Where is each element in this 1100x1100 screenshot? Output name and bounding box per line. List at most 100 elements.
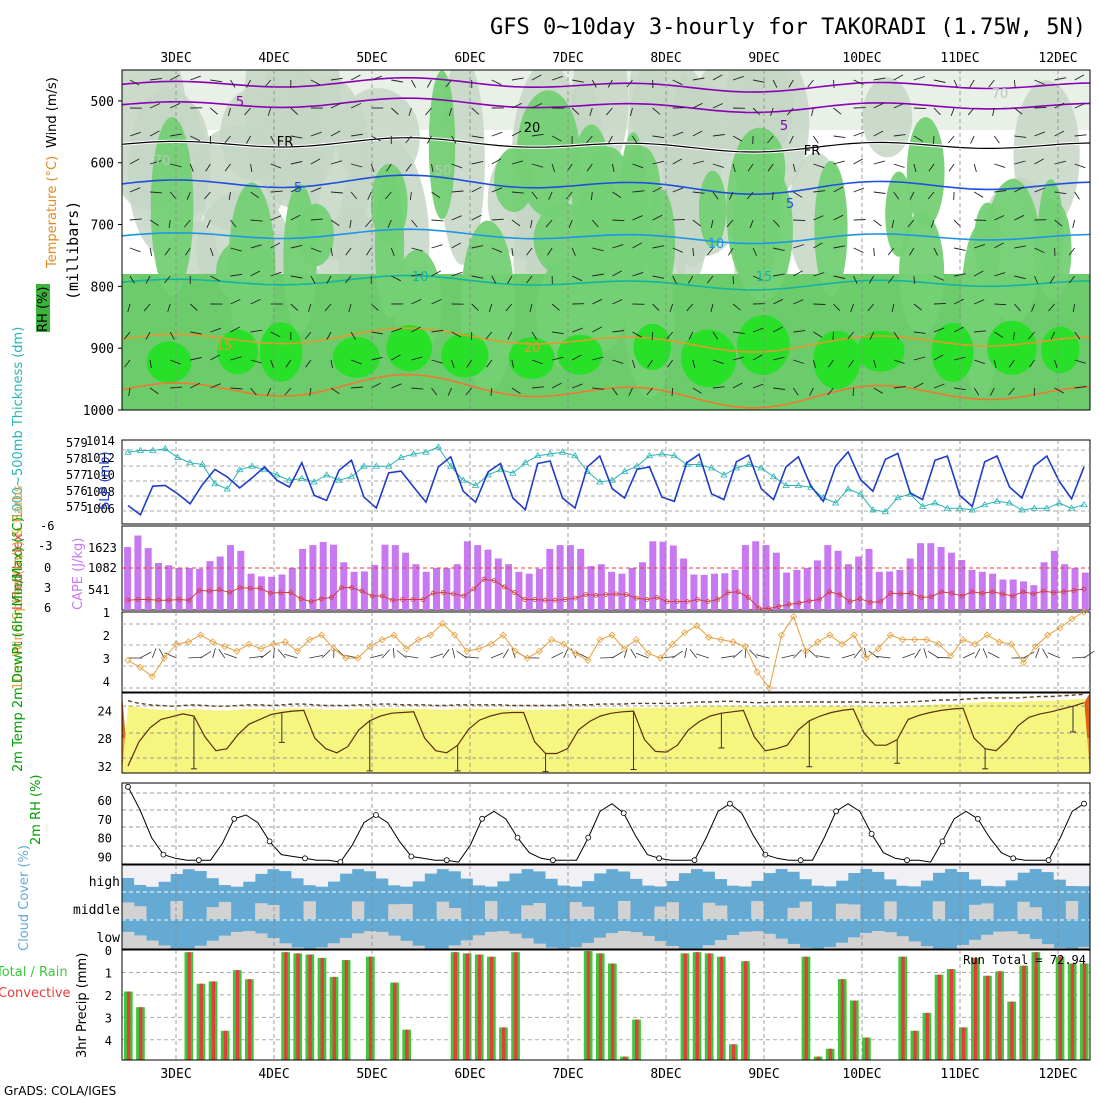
wind-barb <box>448 107 453 117</box>
wind-barb <box>290 244 303 249</box>
bottom-date-label: 9DEC <box>748 1067 779 1082</box>
surface-barb <box>841 653 856 659</box>
lifted-index-marker <box>1081 586 1087 592</box>
wind-barb <box>270 242 281 249</box>
cloud-mid-cell <box>267 905 280 919</box>
wind-barb <box>692 359 696 369</box>
cape-bar <box>772 552 780 610</box>
cape-bar <box>855 556 863 610</box>
temp-10-contour <box>122 228 1090 245</box>
rh-shade-bright <box>987 320 1037 375</box>
cloud-high-cell <box>182 865 195 870</box>
wind-barb <box>913 303 922 311</box>
pressure-tick-label: 500 <box>91 95 114 110</box>
wind-barb <box>143 303 151 312</box>
surface-barb <box>695 653 709 659</box>
cloud-high-cell <box>230 865 244 887</box>
wind-marker <box>523 654 531 662</box>
wind-barb <box>712 103 723 109</box>
wind-barb <box>571 354 582 361</box>
wind-barb <box>1014 303 1021 312</box>
rh-shade-bright <box>146 341 192 384</box>
cloud-low-cell <box>533 943 546 949</box>
wind-barb <box>491 275 497 284</box>
wind-barb <box>1029 359 1035 368</box>
wind-barb <box>688 275 694 284</box>
wind-barb <box>1008 359 1015 368</box>
wind-marker <box>330 645 338 653</box>
cape-bar <box>299 548 307 610</box>
wind-barb <box>1014 135 1027 138</box>
surface-barb <box>272 648 276 659</box>
lifted-index-marker <box>929 594 934 600</box>
wind-barb <box>250 163 253 173</box>
precip-convective-bar <box>1070 963 1075 1060</box>
wind-barb <box>431 329 444 333</box>
wind-barb <box>330 130 341 137</box>
wind-barb <box>345 247 352 256</box>
min-max-whiskers <box>190 706 1077 773</box>
surface-barb <box>689 649 698 659</box>
wind-barb <box>270 331 281 338</box>
cloud-low-cell <box>412 945 425 949</box>
cloud-mid-cell <box>521 905 534 919</box>
lifted-index-marker <box>583 592 589 597</box>
slp-tick-label: 1006 <box>86 502 115 516</box>
surface-barb <box>260 650 271 659</box>
wind-barb <box>632 190 645 193</box>
wind-barb <box>692 191 705 194</box>
wind-barb <box>210 275 221 282</box>
bottom-date-axis: 3DEC 4DEC 5DEC 6DEC 7DEC 8DEC 9DEC 10DEC 11DEC 12… <box>160 1067 1077 1082</box>
cape-bar <box>330 544 337 610</box>
cape-bar <box>947 552 955 610</box>
thickness-marker <box>831 499 840 506</box>
cape-bar <box>639 562 646 610</box>
rh-shade-bright <box>633 323 672 371</box>
wind-barb <box>505 303 513 312</box>
wind-barb <box>411 247 423 252</box>
wind-barb <box>466 359 473 368</box>
wind-barb <box>129 158 140 165</box>
cloud-mid-cell <box>702 902 716 919</box>
wind-marker <box>390 631 398 639</box>
cape-bar <box>917 543 924 610</box>
cloud-high-cell <box>146 865 159 887</box>
wind-barb <box>351 133 363 137</box>
cloud-low-cell <box>448 945 462 949</box>
bottom-date-label: 6DEC <box>454 1067 485 1082</box>
wind-barb <box>1068 247 1076 256</box>
wind-barb <box>793 270 803 277</box>
wind-barb <box>169 74 180 81</box>
top-date-label: 10DEC <box>842 51 881 66</box>
wind-marker <box>777 631 786 639</box>
wind-barb <box>672 187 684 193</box>
precip-convective-bar <box>126 991 131 1060</box>
wind-barb <box>250 219 263 222</box>
wind-barb <box>230 387 243 390</box>
wind-barb <box>710 303 714 313</box>
wind-barb <box>947 135 955 144</box>
cloud-high-cell <box>279 865 292 872</box>
wind-barb <box>1074 191 1080 200</box>
wind-barb <box>149 103 161 109</box>
wind-barb <box>507 275 513 284</box>
wind-barb <box>431 219 444 222</box>
wind-barb <box>732 275 735 285</box>
wind-barb <box>189 163 194 172</box>
pressure-tick-label: 700 <box>91 219 114 234</box>
cape-bar <box>886 571 894 610</box>
surface-barb <box>923 648 928 659</box>
thickness-marker <box>161 444 169 452</box>
cape-bar <box>227 545 234 610</box>
wind-marker <box>850 631 858 639</box>
cloud-low-cell <box>218 935 232 949</box>
lifted-index-marker <box>125 597 131 603</box>
precip-convective-bar <box>308 954 312 1060</box>
wind-tick-label: 1 <box>103 606 110 620</box>
thickness-marker <box>1067 504 1076 511</box>
wind-barb <box>411 219 418 228</box>
lifted-index-marker <box>613 591 619 597</box>
cloud-low-cell <box>545 947 558 949</box>
thickness-marker <box>459 476 467 483</box>
rh-marker <box>833 808 839 815</box>
